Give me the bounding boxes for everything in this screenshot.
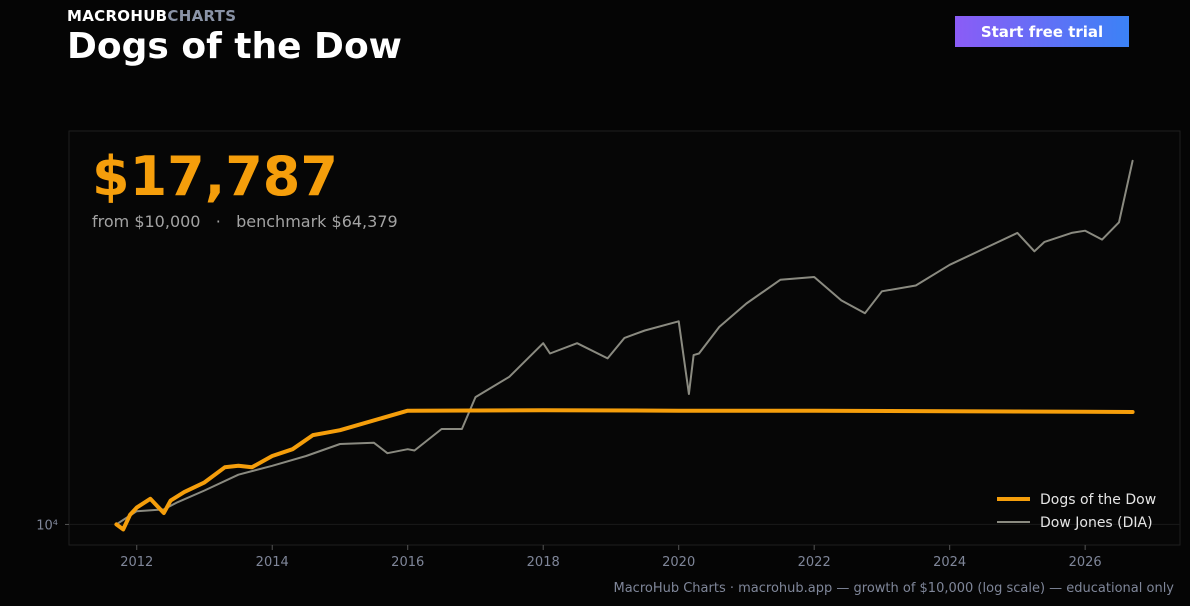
x-tick-label: 2020 <box>662 555 695 570</box>
x-tick-label: 2024 <box>933 555 966 570</box>
y-tick-label: 10⁴ <box>36 518 58 533</box>
brand-logo: MACROHUBCHARTS <box>67 7 236 25</box>
legend-label: Dow Jones (DIA) <box>1040 515 1153 531</box>
x-tick-label: 2014 <box>256 555 289 570</box>
x-tick-label: 2022 <box>798 555 831 570</box>
final-value: $17,787 <box>92 145 338 208</box>
x-tick-label: 2016 <box>391 555 424 570</box>
series-line-dow-jones <box>115 159 1134 526</box>
separator-dot: · <box>215 212 221 231</box>
brand-logo-part1: MACROHUB <box>67 7 168 25</box>
page-title: Dogs of the Dow <box>67 26 402 67</box>
start-free-trial-button[interactable]: Start free trial <box>955 16 1129 47</box>
brand-logo-part2: CHARTS <box>167 7 237 25</box>
x-tick-label: 2026 <box>1069 555 1102 570</box>
legend-label: Dogs of the Dow <box>1040 492 1156 508</box>
benchmark-text: benchmark $64,379 <box>236 212 398 231</box>
x-tick-label: 2018 <box>527 555 560 570</box>
series-line-dogs-of-the-dow <box>114 408 1135 532</box>
x-tick-label: 2012 <box>120 555 153 570</box>
summary-subtitle: from $10,000 · benchmark $64,379 <box>92 212 398 231</box>
footer-note: MacroHub Charts · macrohub.app — growth … <box>613 581 1174 596</box>
from-text: from $10,000 <box>92 212 201 231</box>
